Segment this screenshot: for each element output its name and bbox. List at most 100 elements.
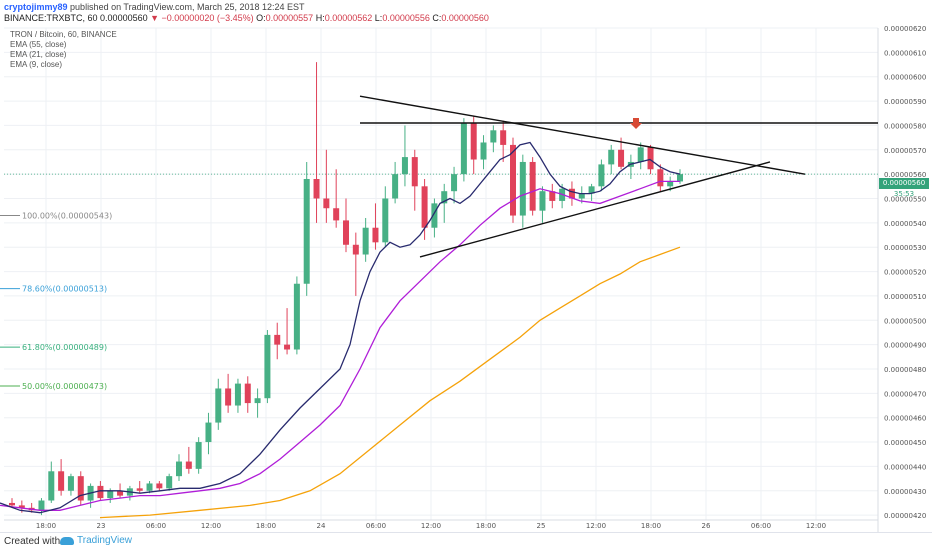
candle-body [451, 174, 458, 192]
candle-body [303, 179, 310, 284]
candle-body [38, 500, 45, 511]
y-tick-label: 0.00000570 [884, 147, 926, 155]
candle-body [136, 488, 143, 491]
candle-body [667, 181, 674, 187]
y-tick-label: 0.00000510 [884, 293, 926, 301]
x-tick-label: 12:00 [421, 522, 441, 530]
candle-body [225, 388, 232, 406]
legend-ema55[interactable]: EMA (55, close) [10, 40, 67, 49]
x-tick-label: 25 [537, 522, 546, 530]
ema9-line [0, 141, 681, 514]
candle-body [598, 164, 605, 187]
price-chart[interactable]: 18:00 23 06:00 12:00 18:00 24 06:00 12:00 18:00 2… [0, 0, 932, 532]
x-tick-label: 06:00 [146, 522, 166, 530]
y-tick-label: 0.00000420 [884, 512, 926, 520]
x-tick-label: 18:00 [256, 522, 276, 530]
cloud-icon [60, 536, 74, 545]
candle-body [274, 334, 281, 345]
bar-countdown: 35:53 [893, 190, 915, 198]
candle-body [372, 227, 379, 243]
candle-body [392, 174, 399, 199]
y-tick-label: 0.00000560 [884, 171, 926, 179]
candle-body [460, 122, 467, 175]
legend-ema9[interactable]: EMA (9, close) [10, 60, 63, 69]
candle-body [323, 198, 330, 209]
candle-body [58, 471, 65, 491]
indicator-legend: TRON / Bitcoin, 60, BINANCE EMA (55, clo… [10, 30, 117, 70]
candle-body [490, 130, 497, 143]
candle-body [77, 476, 84, 501]
symbol-label: BINANCE:TRXBTC, 60 [4, 13, 98, 23]
down-arrow-icon [630, 118, 642, 129]
low-label: L: [374, 13, 383, 23]
fib-level-label: 50.00%(0.00000473) [22, 382, 107, 391]
candle-body [352, 244, 359, 255]
candle-body [234, 383, 241, 406]
fib-level-label: 100.00%(0.00000543) [22, 212, 112, 221]
candle-body [205, 422, 212, 443]
y-tick-label: 0.00000610 [884, 49, 926, 57]
x-tick-label: 12:00 [201, 522, 221, 530]
y-tick-label: 0.00000460 [884, 415, 926, 423]
candle-body [67, 476, 74, 491]
candle-body [146, 483, 153, 491]
fib-level-label: 78.60%(0.00000513) [22, 285, 107, 294]
tradingview-logo[interactable]: TradingView [60, 535, 132, 546]
y-tick-label: 0.00000550 [884, 195, 926, 203]
candle-body [608, 149, 615, 165]
y-tick-label: 0.00000440 [884, 463, 926, 471]
y-tick-label: 0.00000520 [884, 269, 926, 277]
x-tick-label: 12:00 [806, 522, 826, 530]
candle-body [156, 483, 163, 489]
y-tick-label: 0.00000540 [884, 220, 926, 228]
price-change: ▼ −0.00000020 (−3.45%) [150, 13, 254, 23]
low-value: 0.00000556 [382, 13, 430, 23]
last-price: 0.00000560 [100, 13, 148, 23]
x-tick-label: 18:00 [36, 522, 56, 530]
candle-body [117, 490, 124, 496]
author-link[interactable]: cryptojimmy89 [4, 2, 68, 12]
candle-body [107, 490, 114, 499]
open-value: 0.00000557 [265, 13, 314, 23]
candle-body [539, 191, 546, 211]
candle-body [293, 283, 300, 350]
x-tick-label: 18:00 [476, 522, 496, 530]
candle-body [588, 186, 595, 194]
candle-body [647, 147, 654, 170]
candle-body [431, 203, 438, 228]
candle-body [9, 502, 15, 506]
candle-body [176, 461, 182, 477]
ohlc-bar: BINANCE:TRXBTC, 60 0.00000560 ▼ −0.00000… [4, 13, 489, 23]
y-tick-label: 0.00000490 [884, 342, 926, 350]
y-tick-label: 0.00000530 [884, 244, 926, 252]
candle-body [382, 198, 389, 243]
ema55-line [99, 246, 681, 519]
x-tick-label: 06:00 [366, 522, 386, 530]
y-tick-label: 0.00000470 [884, 390, 926, 398]
brand-name: TradingView [77, 535, 133, 546]
legend-ema21[interactable]: EMA (21, close) [10, 50, 67, 59]
candle-body [637, 147, 644, 162]
created-with-text: Created with [4, 536, 61, 547]
published-text: published on TradingView.com, March 25, … [70, 2, 305, 12]
candle-body [264, 334, 271, 399]
y-tick-label: 0.00000590 [884, 98, 926, 106]
y-tick-label: 0.00000450 [884, 439, 926, 447]
candle-body [510, 144, 516, 216]
candle-body [519, 161, 526, 216]
candle-body [500, 130, 507, 145]
x-tick-label: 26 [702, 522, 711, 530]
candle-body [421, 186, 428, 228]
candle-body [618, 149, 625, 167]
ema21-line [0, 180, 680, 511]
candle-body [284, 344, 291, 350]
x-tick-label: 24 [317, 522, 326, 530]
candle-body [411, 157, 418, 187]
fib-level-label: 61.80%(0.00000489) [22, 343, 107, 352]
candle-body [470, 122, 477, 160]
candle-body [568, 188, 575, 199]
y-tick-label: 0.00000430 [884, 488, 926, 496]
candle-body [578, 193, 585, 199]
candle-body [244, 383, 251, 404]
candle-body [401, 157, 408, 175]
